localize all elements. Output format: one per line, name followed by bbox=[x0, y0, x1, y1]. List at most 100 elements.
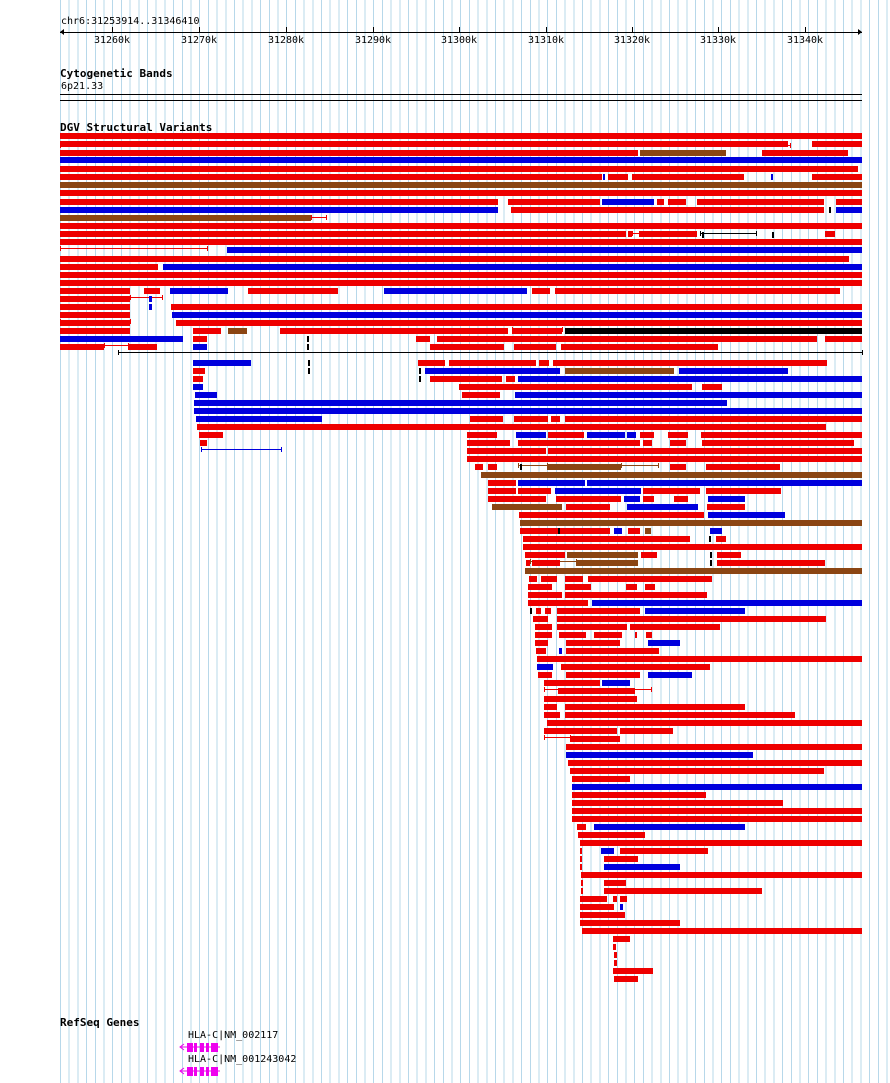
variant-marker[interactable] bbox=[308, 368, 310, 374]
structural-variant-glyph[interactable] bbox=[572, 784, 862, 790]
structural-variant-glyph[interactable] bbox=[557, 608, 640, 614]
structural-variant-glyph[interactable] bbox=[716, 536, 726, 542]
structural-variant-glyph[interactable] bbox=[674, 496, 688, 502]
structural-variant-glyph[interactable] bbox=[643, 440, 652, 446]
structural-variant-glyph[interactable] bbox=[702, 440, 854, 446]
structural-variant-glyph[interactable] bbox=[825, 336, 862, 342]
structural-variant-glyph[interactable] bbox=[535, 624, 552, 630]
structural-variant-glyph[interactable] bbox=[566, 648, 659, 654]
structural-variant-glyph[interactable] bbox=[577, 824, 586, 830]
structural-variant-glyph[interactable] bbox=[194, 400, 727, 406]
structural-variant-glyph[interactable] bbox=[613, 944, 616, 950]
structural-variant-glyph[interactable] bbox=[812, 174, 862, 180]
structural-variant-glyph[interactable] bbox=[60, 239, 862, 245]
structural-variant-glyph[interactable] bbox=[648, 672, 692, 678]
structural-variant-glyph[interactable] bbox=[547, 464, 621, 470]
structural-variant-glyph[interactable] bbox=[679, 368, 788, 374]
structural-variant-glyph[interactable] bbox=[535, 632, 552, 638]
structural-variant-glyph[interactable] bbox=[60, 320, 130, 326]
structural-variant-glyph[interactable] bbox=[525, 552, 565, 558]
structural-variant-glyph[interactable] bbox=[519, 512, 704, 518]
structural-variant-glyph[interactable] bbox=[60, 312, 130, 318]
structural-variant-glyph[interactable] bbox=[572, 776, 630, 782]
structural-variant-glyph[interactable] bbox=[565, 328, 862, 334]
structural-variant-glyph[interactable] bbox=[557, 624, 627, 630]
structural-variant-glyph[interactable] bbox=[60, 256, 849, 262]
structural-variant-glyph[interactable] bbox=[566, 672, 640, 678]
structural-variant-glyph[interactable] bbox=[604, 880, 626, 886]
structural-variant-glyph[interactable] bbox=[193, 336, 207, 342]
structural-variant-glyph[interactable] bbox=[604, 856, 638, 862]
structural-variant-glyph[interactable] bbox=[555, 488, 641, 494]
structural-variant-glyph[interactable] bbox=[60, 157, 862, 163]
structural-variant-glyph[interactable] bbox=[588, 576, 712, 582]
structural-variant-glyph[interactable] bbox=[670, 464, 686, 470]
structural-variant-glyph[interactable] bbox=[193, 384, 203, 390]
structural-variant-glyph[interactable] bbox=[488, 464, 497, 470]
structural-variant-glyph[interactable] bbox=[555, 288, 840, 294]
structural-variant-glyph[interactable] bbox=[613, 896, 617, 902]
structural-variant-glyph[interactable] bbox=[613, 968, 653, 974]
structural-variant-glyph[interactable] bbox=[528, 600, 588, 606]
structural-variant-glyph[interactable] bbox=[762, 150, 848, 156]
structural-variant-glyph[interactable] bbox=[717, 560, 825, 566]
structural-variant-glyph[interactable] bbox=[708, 496, 745, 502]
structural-variant-glyph[interactable] bbox=[632, 174, 744, 180]
structural-variant-glyph[interactable] bbox=[639, 231, 697, 237]
structural-variant-glyph[interactable] bbox=[710, 528, 722, 534]
structural-variant-glyph[interactable] bbox=[566, 640, 620, 646]
structural-variant-glyph[interactable] bbox=[506, 376, 515, 382]
structural-variant-glyph[interactable] bbox=[525, 568, 862, 574]
structural-variant-glyph[interactable] bbox=[568, 760, 862, 766]
structural-variant-glyph[interactable] bbox=[628, 231, 632, 237]
structural-variant-glyph[interactable] bbox=[626, 584, 637, 590]
structural-variant-glyph[interactable] bbox=[645, 584, 655, 590]
structural-variant-glyph[interactable] bbox=[60, 199, 498, 205]
structural-variant-glyph[interactable] bbox=[565, 416, 862, 422]
structural-variant-glyph[interactable] bbox=[530, 608, 532, 614]
variant-marker[interactable] bbox=[702, 232, 704, 238]
structural-variant-glyph[interactable] bbox=[430, 344, 504, 350]
variant-marker[interactable] bbox=[419, 368, 421, 374]
structural-variant-glyph[interactable] bbox=[60, 207, 498, 213]
gene-label[interactable]: HLA-C|NM_001243042 bbox=[188, 1054, 297, 1065]
structural-variant-glyph[interactable] bbox=[193, 360, 251, 366]
structural-variant-glyph[interactable] bbox=[515, 392, 862, 398]
structural-variant-glyph[interactable] bbox=[481, 472, 862, 478]
structural-variant-glyph[interactable] bbox=[576, 560, 638, 566]
structural-variant-glyph[interactable] bbox=[587, 432, 625, 438]
structural-variant-glyph[interactable] bbox=[60, 231, 626, 237]
structural-variant-glyph[interactable] bbox=[520, 520, 862, 526]
structural-variant-glyph[interactable] bbox=[60, 174, 602, 180]
structural-variant-glyph[interactable] bbox=[601, 848, 614, 854]
structural-variant-glyph[interactable] bbox=[670, 440, 686, 446]
structural-variant-glyph[interactable] bbox=[514, 416, 548, 422]
structural-variant-glyph[interactable] bbox=[518, 440, 640, 446]
structural-variant-glyph[interactable] bbox=[537, 656, 862, 662]
structural-variant-glyph[interactable] bbox=[60, 264, 158, 270]
structural-variant-glyph[interactable] bbox=[567, 552, 638, 558]
structural-variant-glyph[interactable] bbox=[437, 336, 817, 342]
structural-variant-glyph[interactable] bbox=[594, 632, 622, 638]
structural-variant-glyph[interactable] bbox=[544, 704, 557, 710]
structural-variant-glyph[interactable] bbox=[516, 432, 546, 438]
structural-variant-glyph[interactable] bbox=[572, 792, 706, 798]
variant-marker[interactable] bbox=[307, 344, 309, 350]
structural-variant-glyph[interactable] bbox=[470, 416, 503, 422]
structural-variant-glyph[interactable] bbox=[566, 744, 862, 750]
structural-variant-glyph[interactable] bbox=[488, 480, 516, 486]
structural-variant-glyph[interactable] bbox=[614, 952, 617, 958]
structural-variant-glyph[interactable] bbox=[559, 648, 562, 654]
structural-variant-glyph[interactable] bbox=[488, 496, 546, 502]
structural-variant-glyph[interactable] bbox=[657, 199, 664, 205]
structural-variant-glyph[interactable] bbox=[199, 432, 223, 438]
structural-variant-glyph[interactable] bbox=[536, 648, 546, 654]
structural-variant-glyph[interactable] bbox=[462, 392, 500, 398]
structural-variant-glyph[interactable] bbox=[580, 904, 614, 910]
structural-variant-glyph[interactable] bbox=[170, 288, 228, 294]
structural-variant-glyph[interactable] bbox=[580, 840, 862, 846]
structural-variant-glyph[interactable] bbox=[581, 888, 583, 894]
structural-variant-glyph[interactable] bbox=[608, 174, 628, 180]
structural-variant-glyph[interactable] bbox=[630, 624, 720, 630]
